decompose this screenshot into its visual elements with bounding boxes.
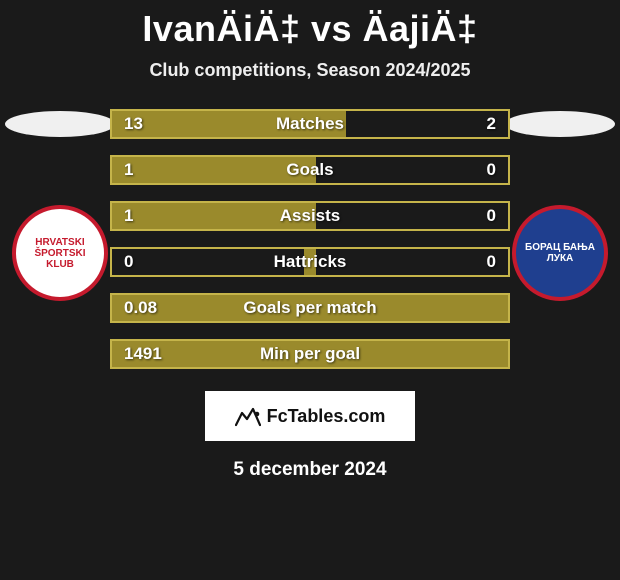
stat-left-fill — [110, 155, 310, 185]
page-subtitle: Club competitions, Season 2024/2025 — [0, 60, 620, 81]
stat-label: Min per goal — [260, 344, 360, 364]
stat-left-value: 0 — [124, 252, 133, 272]
comparison-body: HRVATSKI ŠPORTSKI KLUB БОРАЦ БАЊА ЛУКА 1… — [0, 109, 620, 379]
stat-row: 13 2 Matches — [110, 109, 510, 139]
page-title: IvanÄiÄ‡ vs ÄajiÄ‡ — [0, 0, 620, 50]
stat-label: Assists — [280, 206, 340, 226]
right-crest-label: БОРАЦ БАЊА ЛУКА — [522, 242, 598, 264]
right-team-crest: БОРАЦ БАЊА ЛУКА — [512, 205, 608, 301]
right-team-ellipse — [505, 111, 615, 137]
stat-right-value: 0 — [487, 206, 496, 226]
stat-row: 1 0 Goals — [110, 155, 510, 185]
stat-label: Matches — [276, 114, 344, 134]
stat-row: 0.08 Goals per match — [110, 293, 510, 323]
left-crest-label: HRVATSKI ŠPORTSKI KLUB — [22, 237, 98, 270]
stat-row: 0 0 Hattricks — [110, 247, 510, 277]
stat-label: Goals per match — [243, 298, 376, 318]
stat-left-value: 0.08 — [124, 298, 157, 318]
stat-left-half — [110, 155, 310, 185]
stat-right-value: 2 — [487, 114, 496, 134]
stat-right-value: 0 — [487, 252, 496, 272]
stat-left-value: 1491 — [124, 344, 162, 364]
branding-text: FcTables.com — [267, 406, 386, 427]
left-crest-area: HRVATSKI ŠPORTSKI KLUB — [0, 137, 120, 369]
right-crest-area: БОРАЦ БАЊА ЛУКА — [500, 137, 620, 369]
date-label: 5 december 2024 — [0, 459, 620, 481]
stat-label: Hattricks — [274, 252, 347, 272]
left-team-ellipse — [5, 111, 115, 137]
stat-left-value: 1 — [124, 206, 133, 226]
right-team-column: БОРАЦ БАЊА ЛУКА — [500, 109, 620, 369]
branding-badge: FcTables.com — [205, 391, 415, 441]
stat-left-value: 13 — [124, 114, 143, 134]
left-team-column: HRVATSKI ŠPORTSKI KLUB — [0, 109, 120, 369]
left-team-crest: HRVATSKI ŠPORTSKI KLUB — [12, 205, 108, 301]
stat-row: 1 0 Assists — [110, 201, 510, 231]
comparison-card: IvanÄiÄ‡ vs ÄajiÄ‡ Club competitions, Se… — [0, 0, 620, 580]
stat-left-value: 1 — [124, 160, 133, 180]
stat-row: 1491 Min per goal — [110, 339, 510, 369]
stat-rows: 13 2 Matches 1 0 Goals 1 0 Assists 0 0 Hattricks 0.0… — [110, 109, 510, 385]
stat-right-half — [310, 155, 510, 185]
stat-label: Goals — [286, 160, 333, 180]
fctables-icon — [235, 405, 261, 427]
stat-right-value: 0 — [487, 160, 496, 180]
